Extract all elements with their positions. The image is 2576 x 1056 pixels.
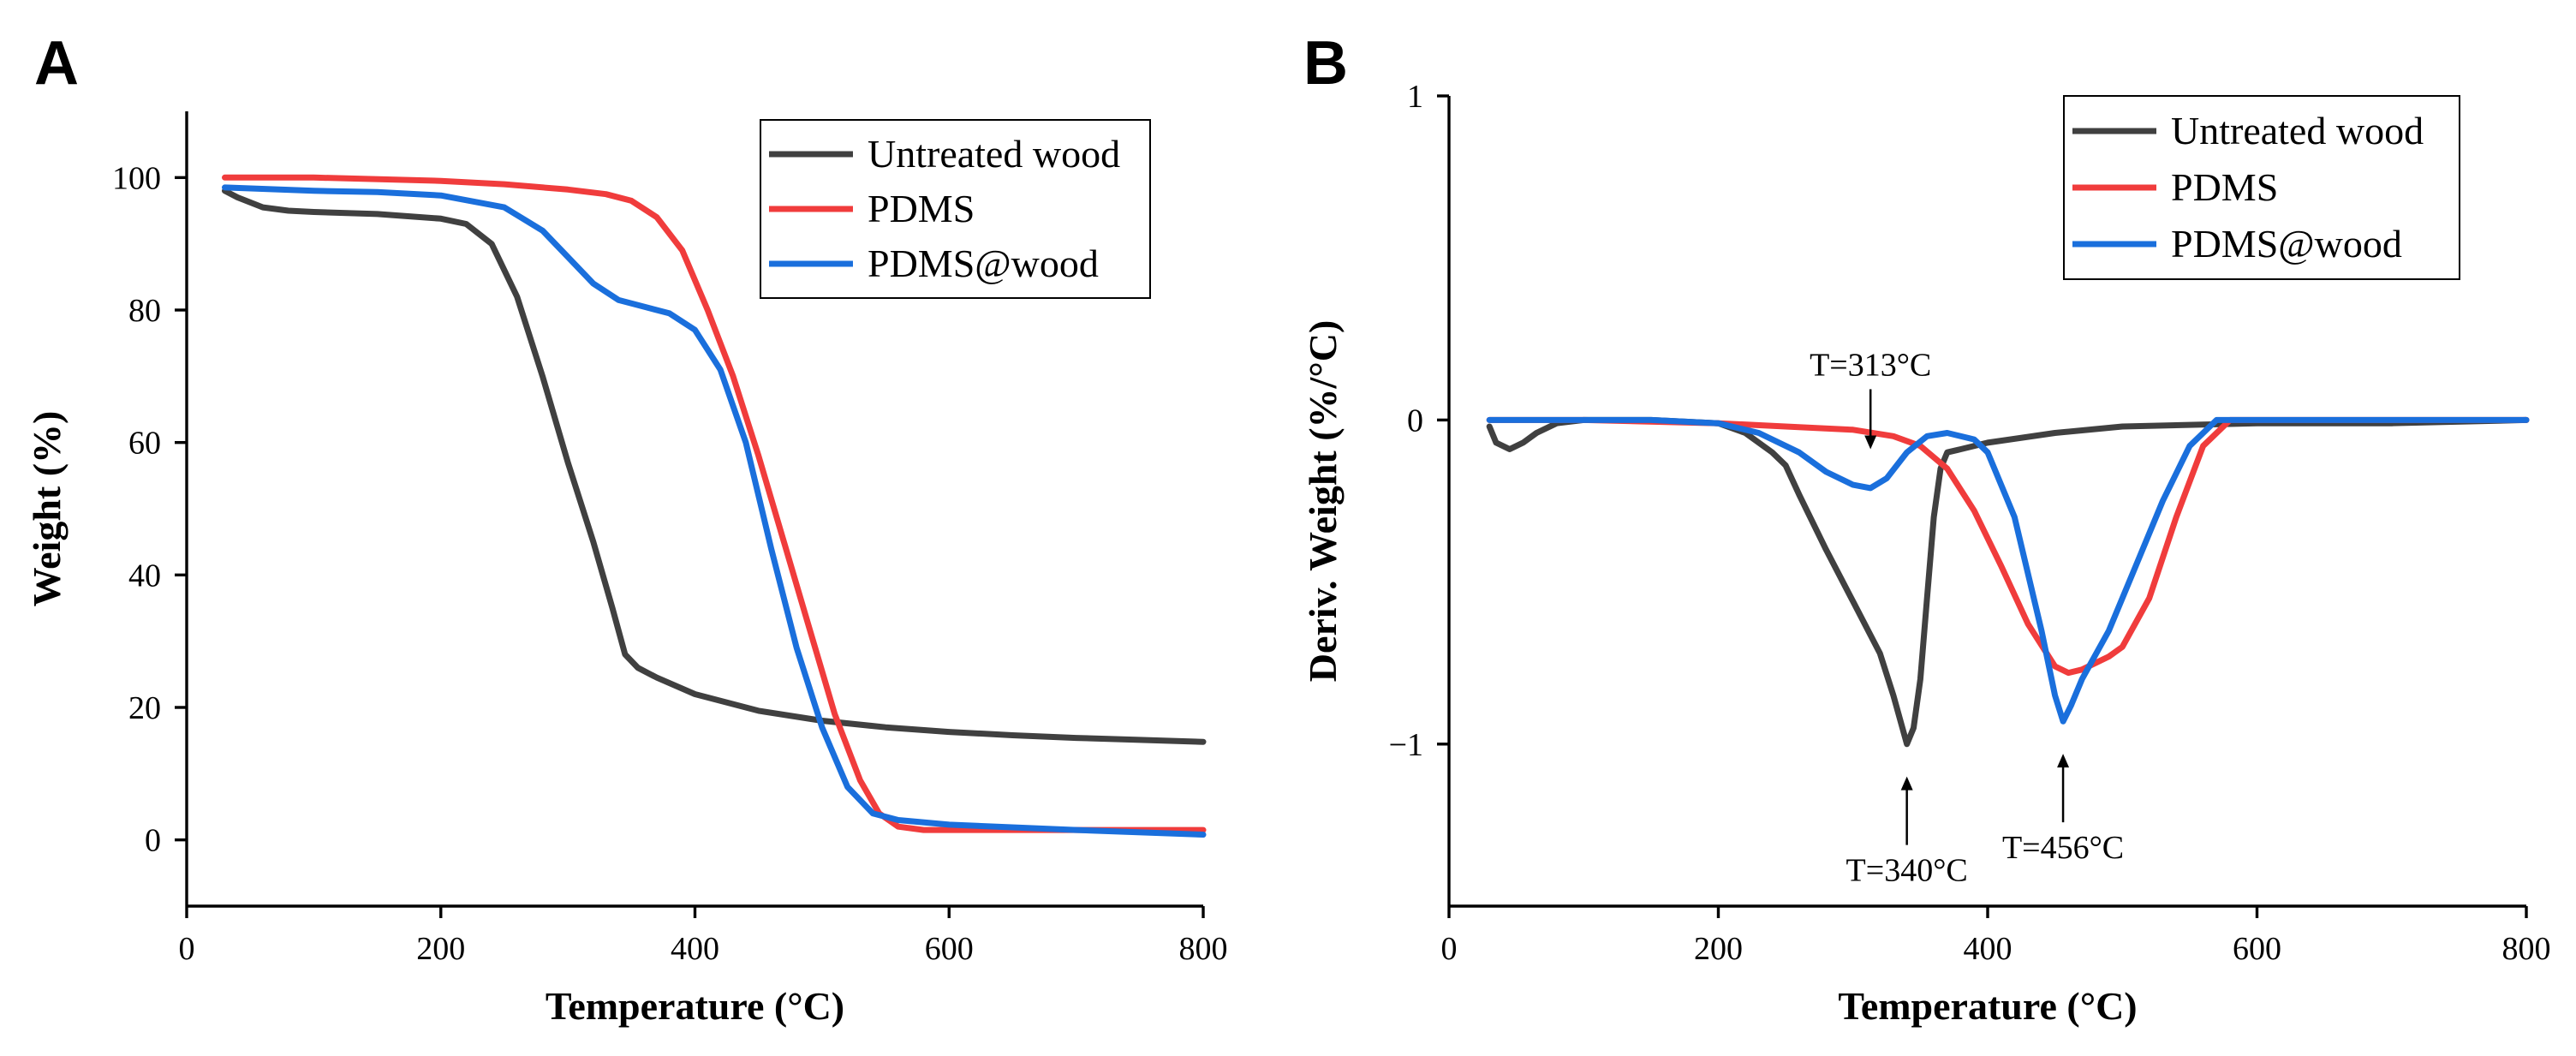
series-line-pdms-wood	[222, 184, 1207, 838]
annotation-arrowhead	[1864, 435, 1877, 450]
series-line-pdms	[1486, 416, 2530, 677]
y-tick-label: 20	[128, 690, 161, 726]
x-tick-label: 0	[1441, 931, 1458, 967]
annotation-arrowhead	[2057, 754, 2070, 768]
y-tick-label: 80	[128, 293, 161, 329]
legend-label: Untreated wood	[2171, 109, 2424, 152]
legend-label: PDMS	[868, 187, 975, 230]
y-axis-title: Deriv. Weight (%/°C)	[1301, 320, 1345, 683]
series-line-untreated-wood	[222, 188, 1207, 745]
y-tick-label: 60	[128, 426, 161, 462]
x-tick-label: 600	[925, 931, 974, 967]
annotation-label: T=456°C	[2002, 830, 2124, 866]
y-tick-label: 0	[145, 823, 161, 859]
x-tick-label: 200	[1694, 931, 1743, 967]
x-tick-label: 400	[1964, 931, 2012, 967]
y-tick-label: 100	[112, 160, 161, 196]
chart-panel-b: B 0 200 400 600 800 −1 0 1 Temperature (°C) Deriv.…	[1301, 29, 2551, 1028]
annotation-label: T=340°C	[1846, 853, 1968, 889]
x-axis-title: Temperature (°C)	[1838, 984, 2137, 1028]
panel-label: A	[34, 29, 79, 98]
x-tick-label: 0	[179, 931, 195, 967]
chart-panel-a: A 0 200 400 600 800 0 20 40 60 80 100 Temperature (°…	[25, 29, 1228, 1028]
series-line-pdms	[222, 174, 1207, 833]
panel-label: B	[1303, 29, 1348, 98]
annotation-label: T=313°C	[1810, 347, 1931, 383]
x-axis-title: Temperature (°C)	[546, 984, 844, 1028]
y-axis-title: Weight (%)	[25, 411, 69, 607]
x-tick-label: 200	[416, 931, 465, 967]
legend: Untreated wood PDMS PDMS@wood	[760, 119, 1151, 299]
annotation-arrowhead	[1900, 776, 1913, 791]
y-tick-label: −1	[1389, 727, 1423, 763]
legend: Untreated wood PDMS PDMS@wood	[2063, 95, 2460, 280]
series-line-pdms-wood	[1486, 416, 2530, 725]
y-tick-label: 1	[1407, 79, 1423, 115]
y-tick-label: 0	[1407, 403, 1423, 439]
x-tick-label: 400	[671, 931, 719, 967]
y-tick-label: 40	[128, 558, 161, 594]
legend-label: PDMS@wood	[868, 242, 1099, 285]
x-tick-label: 800	[2502, 931, 2551, 967]
legend-label: Untreated wood	[868, 132, 1120, 176]
series-line-untreated-wood	[1486, 416, 2530, 748]
legend-label: PDMS	[2171, 165, 2278, 209]
x-tick-label: 800	[1179, 931, 1228, 967]
legend-label: PDMS@wood	[2171, 222, 2402, 265]
x-tick-label: 600	[2233, 931, 2281, 967]
